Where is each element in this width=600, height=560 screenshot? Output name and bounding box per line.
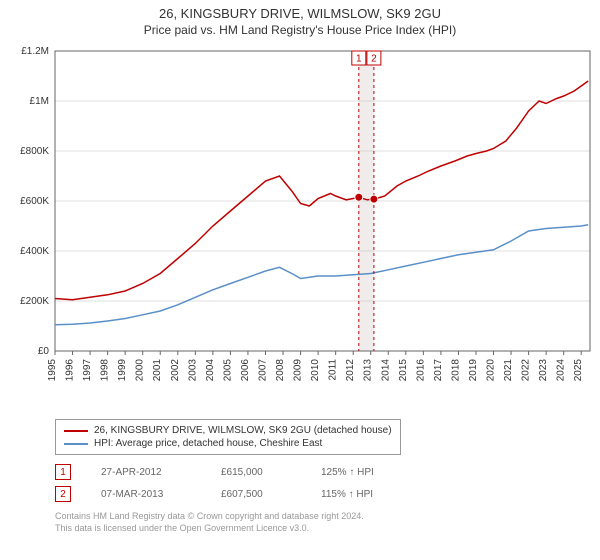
- svg-text:1: 1: [356, 54, 362, 65]
- legend-swatch: [64, 430, 88, 432]
- svg-text:2014: 2014: [380, 359, 391, 382]
- license-text: Contains HM Land Registry data © Crown c…: [55, 511, 580, 534]
- svg-text:2015: 2015: [398, 359, 409, 382]
- svg-text:£400K: £400K: [20, 246, 49, 257]
- event-row: 2 07-MAR-2013 £607,500 115% ↑ HPI: [55, 483, 580, 505]
- svg-text:2016: 2016: [415, 359, 426, 382]
- event-price: £607,500: [221, 489, 291, 500]
- page-subtitle: Price paid vs. HM Land Registry's House …: [0, 21, 600, 41]
- svg-text:1998: 1998: [100, 359, 111, 382]
- svg-text:2022: 2022: [521, 359, 532, 382]
- page-title: 26, KINGSBURY DRIVE, WILMSLOW, SK9 2GU: [0, 0, 600, 21]
- svg-text:2007: 2007: [257, 359, 268, 382]
- svg-text:2013: 2013: [363, 359, 374, 382]
- legend-item: HPI: Average price, detached house, Ches…: [64, 437, 392, 450]
- svg-text:£800K: £800K: [20, 146, 49, 157]
- legend: 26, KINGSBURY DRIVE, WILMSLOW, SK9 2GU (…: [55, 419, 401, 455]
- legend-item: 26, KINGSBURY DRIVE, WILMSLOW, SK9 2GU (…: [64, 424, 392, 437]
- svg-text:£1M: £1M: [30, 96, 49, 107]
- svg-text:1997: 1997: [82, 359, 93, 382]
- svg-text:2025: 2025: [573, 359, 584, 382]
- svg-text:2008: 2008: [275, 359, 286, 382]
- svg-text:2: 2: [371, 54, 377, 65]
- svg-text:2002: 2002: [170, 359, 181, 382]
- svg-text:1996: 1996: [65, 359, 76, 382]
- svg-text:2024: 2024: [556, 359, 567, 382]
- svg-text:2009: 2009: [293, 359, 304, 382]
- svg-text:2000: 2000: [135, 359, 146, 382]
- svg-text:£200K: £200K: [20, 296, 49, 307]
- svg-text:2003: 2003: [187, 359, 198, 382]
- svg-text:1995: 1995: [47, 359, 58, 382]
- legend-swatch: [64, 443, 88, 445]
- event-date: 27-APR-2012: [101, 467, 191, 478]
- svg-text:2012: 2012: [345, 359, 356, 382]
- svg-text:1999: 1999: [117, 359, 128, 382]
- svg-text:2019: 2019: [468, 359, 479, 382]
- event-badge: 2: [55, 486, 71, 502]
- price-chart: £0 £200K £400K £600K £800K £1M £1.2M 1995 1996 19…: [0, 41, 600, 411]
- svg-text:2018: 2018: [450, 359, 461, 382]
- license-line-1: Contains HM Land Registry data © Crown c…: [55, 511, 580, 523]
- svg-text:£600K: £600K: [20, 196, 49, 207]
- event-pct: 115% ↑ HPI: [321, 489, 411, 500]
- event-pct: 125% ↑ HPI: [321, 467, 411, 478]
- svg-text:2021: 2021: [503, 359, 514, 382]
- svg-text:£0: £0: [38, 346, 50, 357]
- svg-text:2023: 2023: [538, 359, 549, 382]
- events-table: 1 27-APR-2012 £615,000 125% ↑ HPI 2 07-MAR-20…: [55, 461, 580, 505]
- svg-text:2006: 2006: [240, 359, 251, 382]
- svg-text:2004: 2004: [205, 359, 216, 382]
- svg-text:2020: 2020: [486, 359, 497, 382]
- event-date: 07-MAR-2013: [101, 489, 191, 500]
- license-line-2: This data is licensed under the Open Gov…: [55, 523, 580, 535]
- svg-text:2005: 2005: [222, 359, 233, 382]
- svg-text:2001: 2001: [152, 359, 163, 382]
- event-price: £615,000: [221, 467, 291, 478]
- event-row: 1 27-APR-2012 £615,000 125% ↑ HPI: [55, 461, 580, 483]
- svg-text:2011: 2011: [328, 359, 339, 381]
- event-badge: 1: [55, 464, 71, 480]
- legend-label: 26, KINGSBURY DRIVE, WILMSLOW, SK9 2GU (…: [94, 425, 392, 436]
- svg-text:2010: 2010: [310, 359, 321, 382]
- svg-text:2017: 2017: [433, 359, 444, 382]
- legend-label: HPI: Average price, detached house, Ches…: [94, 438, 322, 449]
- svg-text:£1.2M: £1.2M: [21, 46, 49, 57]
